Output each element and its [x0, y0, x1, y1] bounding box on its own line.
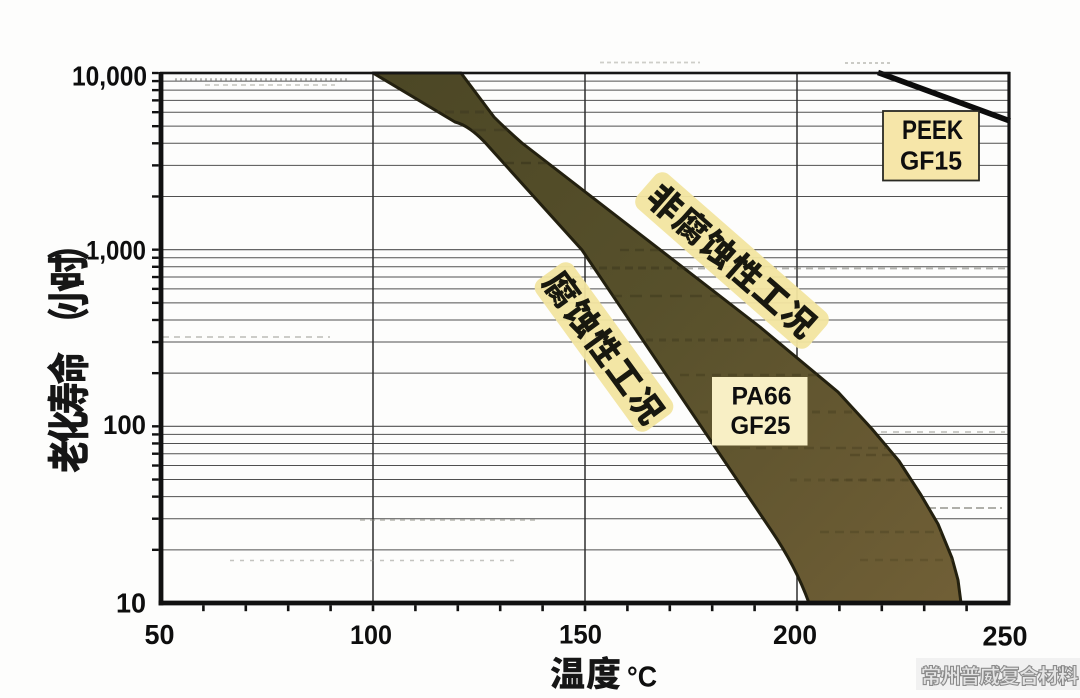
svg-text:50: 50 [145, 619, 175, 650]
svg-text:GF15: GF15 [900, 146, 962, 176]
svg-text:1,000: 1,000 [86, 236, 146, 266]
svg-text:250: 250 [983, 621, 1028, 652]
svg-text:10: 10 [116, 588, 146, 619]
svg-text:100: 100 [103, 410, 146, 440]
svg-text:PEEK: PEEK [902, 115, 963, 145]
svg-text:°C: °C [627, 662, 657, 694]
svg-text:PA66: PA66 [732, 383, 792, 411]
svg-text:150: 150 [559, 620, 602, 650]
svg-text:200: 200 [773, 620, 817, 650]
svg-text:10,000: 10,000 [72, 61, 147, 92]
svg-text:100: 100 [350, 620, 392, 650]
svg-text:GF25: GF25 [731, 412, 791, 440]
